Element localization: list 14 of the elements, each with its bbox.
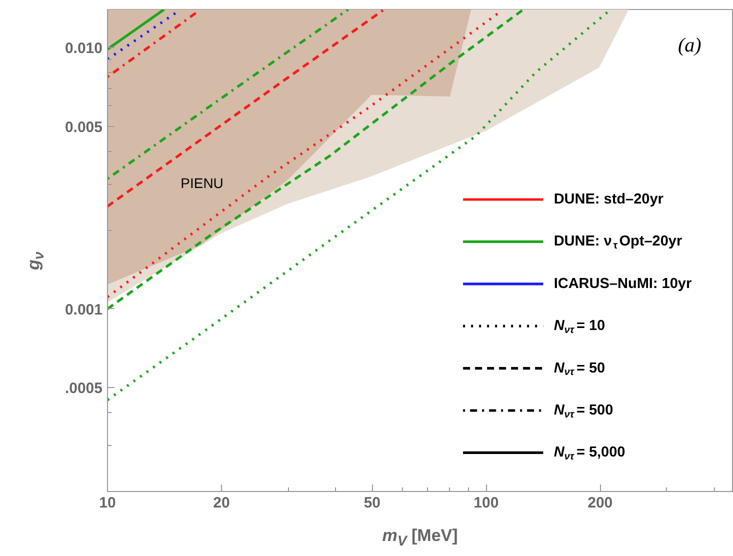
text: (a) <box>678 34 702 57</box>
y-tick-label: 0.005 <box>64 118 103 136</box>
x-tick-label: 20 <box>213 494 230 512</box>
x-tick-label: 50 <box>364 494 381 512</box>
annotation: DUNE: std–20yr <box>554 192 664 208</box>
annotation: PIENU <box>180 175 224 192</box>
annotation: ICARUS–NuMI: 10yr <box>554 276 692 292</box>
x-tick-label: 10 <box>99 494 116 512</box>
x-tick-label: 200 <box>588 494 613 512</box>
y-tick-label: 0.001 <box>64 301 103 318</box>
x-axis-title: m$_{V}$ [MeV] <box>381 525 459 552</box>
x-tick-label: 100 <box>474 494 499 512</box>
y-tick-label: 0.010 <box>64 40 103 58</box>
y-tick-label: .0005 <box>64 380 103 398</box>
